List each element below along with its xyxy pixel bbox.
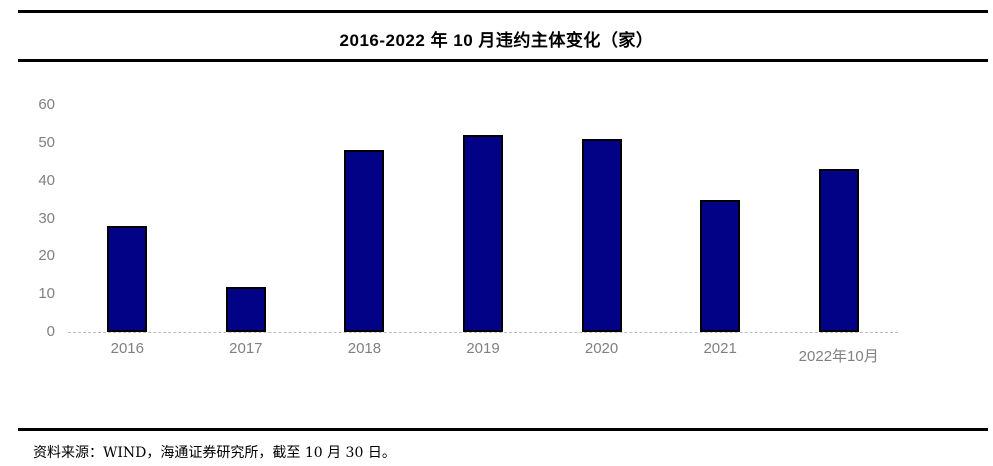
x-tick-label: 2017 bbox=[229, 340, 263, 357]
bar-2020 bbox=[581, 139, 622, 332]
x-tick-label: 2019 bbox=[466, 340, 500, 357]
chart-title: 2016-2022 年 10 月违约主体变化（家） bbox=[339, 31, 654, 50]
bar-chart: 0 10 20 30 40 50 60 2016 2017 2018 2019 2020 2021 20… bbox=[38, 96, 898, 365]
y-tick-label: 30 bbox=[38, 209, 55, 227]
bar-2021 bbox=[700, 199, 741, 332]
bar-2016 bbox=[107, 226, 148, 332]
x-tick-label: 2020 bbox=[584, 340, 619, 357]
footer-rule bbox=[18, 428, 988, 431]
x-tick-label: 2018 bbox=[347, 340, 382, 357]
x-tick-label: 2021 bbox=[703, 340, 737, 357]
bar-2018 bbox=[344, 150, 385, 332]
x-axis-line bbox=[68, 332, 898, 333]
bar-2017 bbox=[225, 286, 266, 332]
top-rule bbox=[18, 10, 988, 13]
title-divider-rule bbox=[18, 59, 988, 62]
source-note: 资料来源：WIND，海通证券研究所，截至 10 月 30 日。 bbox=[33, 445, 396, 461]
y-tick-label: 50 bbox=[38, 133, 55, 151]
y-tick-label: 40 bbox=[38, 171, 55, 189]
x-tick-label: 2022年10月 bbox=[798, 348, 879, 365]
y-tick-label: 0 bbox=[46, 323, 55, 340]
bar-2019 bbox=[463, 135, 503, 332]
y-tick-label: 10 bbox=[38, 285, 55, 303]
y-tick-label: 60 bbox=[38, 96, 55, 113]
y-tick-label: 20 bbox=[38, 247, 55, 265]
x-tick-label: 2016 bbox=[110, 340, 144, 357]
bar-2022年10月 bbox=[818, 169, 859, 332]
